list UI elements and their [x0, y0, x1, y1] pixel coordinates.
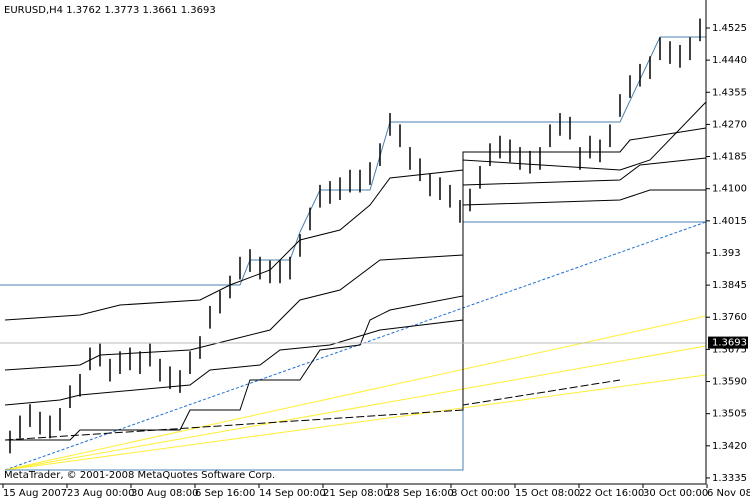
- x-tick-label: 23 Aug 00:00: [67, 488, 134, 499]
- y-tick-label: 1.4015: [712, 216, 747, 227]
- y-tick-label: 1.4355: [712, 87, 747, 98]
- chart-title: EURUSD,H4 1.3762 1.3773 1.3661 1.3693: [4, 5, 216, 16]
- current-price-box: [708, 336, 748, 349]
- y-tick-label: 1.4185: [712, 152, 747, 163]
- fan-line: [4, 345, 707, 471]
- x-tick-label: 6 Sep 16:00: [195, 488, 255, 499]
- y-tick-label: 1.4440: [712, 55, 747, 66]
- y-tick-label: 1.393: [712, 248, 741, 259]
- step-line: [5, 127, 707, 441]
- step-line: [4, 189, 706, 371]
- x-tick-label: 15 Aug 2007: [3, 488, 67, 499]
- step-line: [4, 157, 707, 406]
- y-tick-label: 1.3335: [712, 473, 747, 484]
- x-tick-label: 8 Oct 00:00: [451, 488, 510, 499]
- x-tick-label: 30 Aug 08:00: [131, 488, 198, 499]
- x-tick-label: 14 Sep 00:00: [259, 488, 326, 499]
- x-tick-label: 21 Sep 08:00: [323, 488, 390, 499]
- fan-line: [4, 315, 707, 471]
- fan-line: [4, 374, 707, 471]
- current-price-label: 1.3693: [712, 338, 747, 349]
- x-tick-label: 15 Oct 08:00: [515, 488, 580, 499]
- y-tick-label: 1.4525: [712, 23, 747, 34]
- y-tick-label: 1.3420: [712, 441, 747, 452]
- step-line: [4, 379, 621, 441]
- copyright: MetaTrader, © 2001-2008 MetaQuotes Softw…: [4, 470, 275, 481]
- y-tick-label: 1.3760: [712, 312, 747, 323]
- y-tick-label: 1.3845: [712, 280, 747, 291]
- y-tick-label: 1.4100: [712, 184, 747, 195]
- x-tick-label: 30 Oct 00:00: [643, 488, 708, 499]
- y-tick-label: 1.3505: [712, 409, 747, 420]
- y-tick-label: 1.4270: [712, 119, 747, 130]
- step-line: [4, 101, 707, 321]
- indicators: [0, 36, 707, 471]
- x-tick-label: 22 Oct 16:00: [579, 488, 644, 499]
- x-tick-label: 28 Sep 16:00: [387, 488, 454, 499]
- y-tick-label: 1.3590: [712, 377, 747, 388]
- x-tick-label: 6 Nov 08:00: [707, 488, 750, 499]
- y-tick-label: 1.3675: [712, 344, 747, 355]
